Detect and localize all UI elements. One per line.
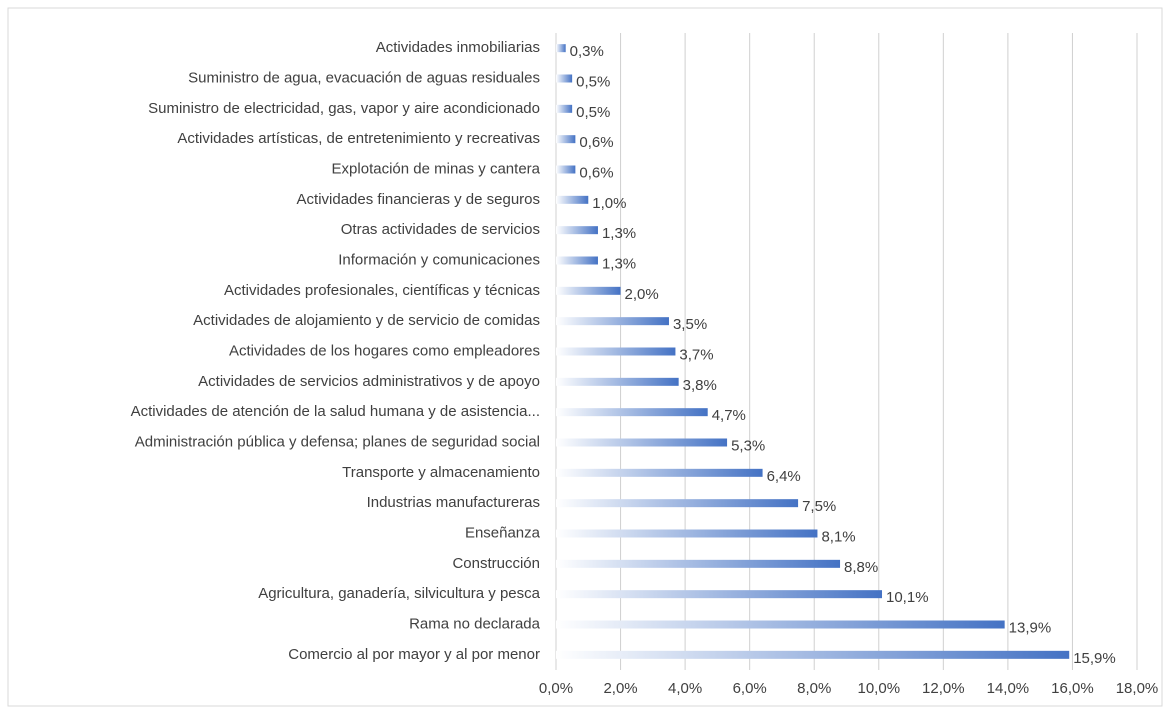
y-tick-label: Actividades inmobiliarias <box>376 39 540 56</box>
bar <box>556 195 589 204</box>
x-tick-label: 16,0% <box>1051 680 1094 697</box>
y-tick-label: Enseñanza <box>465 524 541 541</box>
y-tick-label: Construcción <box>452 555 540 572</box>
data-label: 8,8% <box>844 559 878 576</box>
data-label: 7,5% <box>802 498 836 515</box>
bar <box>556 499 799 508</box>
x-tick-label: 12,0% <box>922 680 965 697</box>
data-label: 5,3% <box>731 437 765 454</box>
bar <box>556 226 598 235</box>
data-label: 1,3% <box>602 255 636 272</box>
bar <box>556 529 818 538</box>
bar <box>556 286 621 295</box>
bar <box>556 377 679 386</box>
x-tick-label: 14,0% <box>987 680 1030 697</box>
y-tick-label: Explotación de minas y cantera <box>332 160 541 177</box>
y-tick-label: Administración pública y defensa; planes… <box>135 433 540 450</box>
data-label: 1,0% <box>592 195 626 212</box>
data-label: 2,0% <box>625 286 659 303</box>
y-tick-label: Industrias manufactureras <box>367 494 540 511</box>
bar <box>556 620 1005 629</box>
data-label: 13,9% <box>1009 619 1052 636</box>
bar <box>556 468 763 477</box>
y-tick-label: Información y comunicaciones <box>338 251 540 268</box>
bar <box>556 104 573 113</box>
x-tick-label: 2,0% <box>603 680 637 697</box>
data-label: 0,5% <box>576 104 610 121</box>
data-label: 0,6% <box>579 134 613 151</box>
data-label: 0,3% <box>570 43 604 60</box>
y-tick-label: Actividades de los hogares como empleado… <box>229 342 540 359</box>
data-label: 4,7% <box>712 407 746 424</box>
x-tick-label: 0,0% <box>539 680 573 697</box>
bar <box>556 650 1070 659</box>
bar <box>556 347 676 356</box>
y-tick-label: Agricultura, ganadería, silvicultura y p… <box>258 585 540 602</box>
y-tick-label: Actividades de alojamiento y de servicio… <box>193 312 540 329</box>
x-tick-label: 8,0% <box>797 680 831 697</box>
bar <box>556 317 669 326</box>
bar <box>556 559 841 568</box>
bar <box>556 590 883 599</box>
y-tick-label: Comercio al por mayor y al por menor <box>288 646 540 663</box>
data-label: 1,3% <box>602 225 636 242</box>
bar <box>556 256 598 265</box>
chart-frame <box>7 7 1163 707</box>
x-tick-label: 18,0% <box>1116 680 1159 697</box>
data-label: 0,6% <box>579 164 613 181</box>
data-label: 0,5% <box>576 73 610 90</box>
y-tick-label: Actividades financieras y de seguros <box>297 191 540 208</box>
data-label: 3,5% <box>673 316 707 333</box>
y-tick-label: Transporte y almacenamiento <box>342 464 540 481</box>
data-label: 8,1% <box>821 528 855 545</box>
y-tick-label: Actividades de atención de la salud huma… <box>131 403 540 420</box>
y-tick-label: Suministro de agua, evacuación de aguas … <box>188 69 540 86</box>
x-tick-label: 10,0% <box>858 680 901 697</box>
y-tick-label: Rama no declarada <box>409 615 541 632</box>
y-tick-label: Actividades de servicios administrativos… <box>198 373 540 390</box>
y-tick-label: Actividades artísticas, de entretenimien… <box>177 130 540 147</box>
bar <box>556 74 573 83</box>
bar <box>556 438 728 447</box>
y-tick-label: Otras actividades de servicios <box>341 221 540 238</box>
bar <box>556 44 566 53</box>
data-label: 15,9% <box>1073 650 1116 667</box>
bar <box>556 165 576 174</box>
data-label: 10,1% <box>886 589 929 606</box>
bar <box>556 135 576 144</box>
x-tick-label: 4,0% <box>668 680 702 697</box>
bar <box>556 408 708 417</box>
y-tick-label: Suministro de electricidad, gas, vapor y… <box>148 100 540 117</box>
y-tick-label: Actividades profesionales, científicas y… <box>224 282 540 299</box>
data-label: 6,4% <box>767 468 801 485</box>
x-tick-label: 6,0% <box>733 680 767 697</box>
data-label: 3,8% <box>683 377 717 394</box>
data-label: 3,7% <box>679 346 713 363</box>
